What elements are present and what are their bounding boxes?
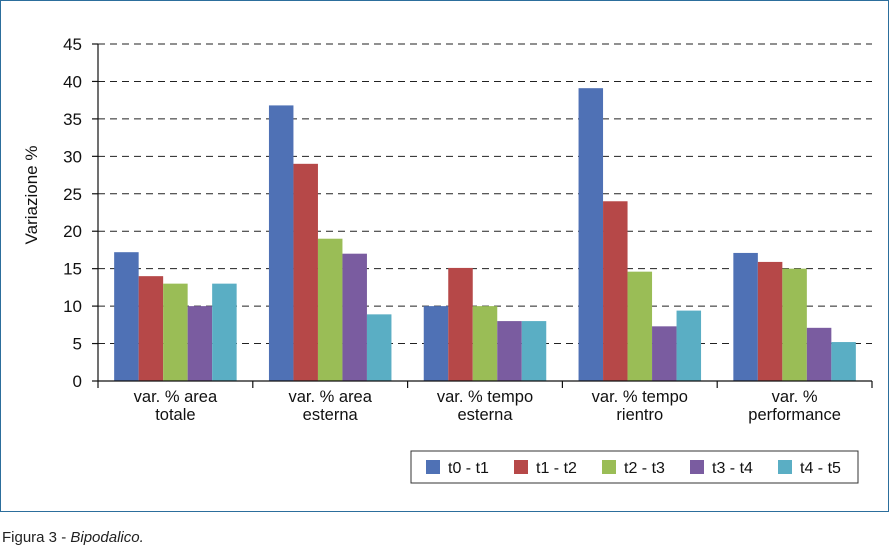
bar bbox=[733, 252, 758, 381]
bar bbox=[448, 267, 473, 381]
y-tick-label: 10 bbox=[63, 297, 82, 316]
bar bbox=[627, 271, 653, 381]
x-category-label: var. % tempo rientro bbox=[592, 388, 688, 424]
bar bbox=[497, 321, 522, 381]
legend-label: t1 - t2 bbox=[536, 460, 577, 477]
x-category-labels: var. % area totale var. % area esterna var. … bbox=[134, 388, 841, 424]
y-tick-label: 40 bbox=[63, 72, 82, 91]
legend-label: t2 - t3 bbox=[624, 460, 665, 477]
y-tick-label: 15 bbox=[63, 260, 82, 279]
bar bbox=[806, 327, 832, 381]
legend-swatch bbox=[426, 460, 440, 474]
bar bbox=[342, 253, 367, 381]
bar bbox=[757, 261, 783, 381]
caption-text: Bipodalico. bbox=[70, 529, 144, 546]
bar bbox=[652, 326, 677, 381]
x-category-label: var. % area totale bbox=[134, 388, 218, 424]
y-tick-label: 30 bbox=[63, 147, 82, 166]
caption-label: Figura 3 bbox=[2, 529, 58, 546]
bar bbox=[293, 163, 318, 381]
legend-swatch bbox=[690, 460, 704, 474]
bar bbox=[831, 342, 856, 381]
legend-swatch bbox=[514, 460, 528, 474]
legend: t0 - t1 t1 - t2 t2 - t3 t3 - t4 t4 - t5 bbox=[410, 450, 859, 484]
x-category-label: var. % area esterna bbox=[288, 388, 372, 424]
bar bbox=[317, 238, 343, 381]
y-axis-label: Variazione % bbox=[22, 146, 41, 245]
bar bbox=[782, 268, 807, 381]
bar bbox=[212, 283, 237, 381]
bar bbox=[366, 314, 392, 381]
y-tick-label: 25 bbox=[63, 185, 82, 204]
legend-box bbox=[410, 450, 859, 484]
bar bbox=[138, 276, 164, 381]
caption-separator: - bbox=[57, 529, 71, 546]
y-tick-label: 5 bbox=[73, 335, 82, 354]
y-tick-label: 45 bbox=[63, 35, 82, 54]
bar bbox=[163, 283, 188, 381]
bar bbox=[268, 105, 294, 382]
y-tick-labels: 0 5 10 15 20 25 30 35 40 45 bbox=[63, 35, 82, 391]
bar bbox=[578, 88, 604, 381]
axes bbox=[92, 43, 873, 388]
legend-label: t4 - t5 bbox=[800, 460, 841, 477]
bar bbox=[114, 252, 139, 381]
x-category-label: var. % tempo esterna bbox=[437, 388, 533, 424]
figure-caption: Figura 3 - Bipodalico. bbox=[2, 529, 144, 546]
bars bbox=[114, 88, 856, 382]
legend-label: t0 - t1 bbox=[448, 460, 489, 477]
legend-label: t3 - t4 bbox=[712, 460, 753, 477]
bar bbox=[676, 310, 702, 381]
legend-swatch bbox=[778, 460, 792, 474]
x-category-label: var. % performance bbox=[748, 388, 841, 424]
bar bbox=[472, 306, 498, 381]
legend-swatch bbox=[602, 460, 616, 474]
y-tick-label: 35 bbox=[63, 110, 82, 129]
y-tick-label: 20 bbox=[63, 222, 82, 241]
y-tick-label: 0 bbox=[73, 372, 82, 391]
bar bbox=[187, 306, 213, 381]
bar bbox=[603, 201, 628, 381]
bar bbox=[521, 321, 547, 381]
bar bbox=[423, 306, 449, 381]
